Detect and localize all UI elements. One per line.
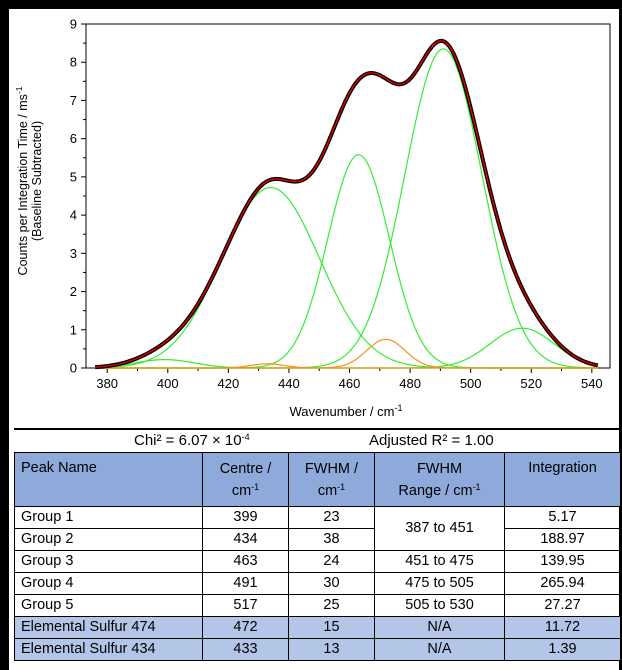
x-tick-label: 500 bbox=[460, 376, 482, 391]
y-tick-label: 3 bbox=[70, 246, 77, 261]
axes-layer: 380 400 420 440 460 480 500 520 540 0 1 2 3 4 5 6 7 8 9 bbox=[70, 17, 611, 391]
cell-range: N/A bbox=[374, 616, 505, 639]
table-row: Group 3 463 24 451 to 475 139.95 bbox=[14, 550, 621, 573]
y-tick-label: 9 bbox=[70, 17, 77, 32]
table-row: Group 1 399 23 387 to 451 5.17 bbox=[14, 506, 621, 551]
cell-name: Elemental Sulfur 474 bbox=[14, 616, 203, 639]
x-axis-label: Wavenumber / cm-1 bbox=[289, 403, 402, 419]
curves-layer bbox=[94, 38, 599, 370]
header-peak-name: Peak Name bbox=[14, 452, 203, 507]
x-tick-label: 540 bbox=[581, 376, 603, 391]
cell-name: Group 3 bbox=[14, 550, 203, 573]
cell-integration: 1.39 bbox=[504, 638, 621, 661]
chi-squared: Chi² = 6.07 × 10-4 bbox=[134, 432, 250, 449]
cell-range: 451 to 475 bbox=[374, 550, 505, 573]
component-peak bbox=[95, 363, 598, 369]
x-tick-label: 400 bbox=[157, 376, 179, 391]
cell-range: 505 to 530 bbox=[374, 594, 505, 617]
component-peak bbox=[95, 327, 598, 369]
cell-centre: 433 bbox=[202, 638, 289, 661]
y-tick-label: 1 bbox=[70, 322, 77, 337]
cell-fwhm: 15 bbox=[288, 616, 375, 639]
cell-centre: 491 bbox=[202, 572, 289, 595]
table-row: Group 2 434 38 188.97 bbox=[14, 528, 621, 551]
cell-name: Group 1 bbox=[14, 506, 203, 529]
cell-integration: 11.72 bbox=[504, 616, 621, 639]
fit-statistics: Chi² = 6.07 × 10-4 Adjusted R² = 1.00 bbox=[14, 428, 620, 455]
table-row: Elemental Sulfur 434 433 13 N/A 1.39 bbox=[14, 638, 621, 661]
y-tick-label: 6 bbox=[70, 131, 77, 146]
x-tick-label: 420 bbox=[218, 376, 240, 391]
header-centre: Centre / cm-1 bbox=[202, 452, 289, 507]
table-row: Elemental Sulfur 474 472 15 N/A 11.72 bbox=[14, 616, 621, 639]
spectrum-chart: 380 400 420 440 460 480 500 520 540 0 1 2 3 4 5 6 7 8 9 Wa… bbox=[14, 17, 611, 419]
cell-centre: 517 bbox=[202, 594, 289, 617]
header-fwhm-range: FWHM Range / cm-1 bbox=[374, 452, 505, 507]
table-row: Group 5 517 25 505 to 530 27.27 bbox=[14, 594, 621, 617]
cell-name: Group 5 bbox=[14, 594, 203, 617]
x-tick-label: 460 bbox=[339, 376, 361, 391]
cell-name: Group 4 bbox=[14, 572, 203, 595]
cell-integration: 188.97 bbox=[504, 528, 621, 551]
cell-range: 475 to 505 bbox=[374, 572, 505, 595]
y-tick-label: 0 bbox=[70, 361, 77, 376]
cell-fwhm: 13 bbox=[288, 638, 375, 661]
measured-spectrum bbox=[94, 38, 599, 370]
cell-centre: 434 bbox=[202, 528, 289, 551]
cell-integration: 27.27 bbox=[504, 594, 621, 617]
x-tick-label: 520 bbox=[520, 376, 542, 391]
cell-fwhm: 24 bbox=[288, 550, 375, 573]
cell-range: N/A bbox=[374, 638, 505, 661]
y-tick-label: 4 bbox=[70, 208, 77, 223]
peak-table: Peak Name Centre / cm-1 FWHM / cm-1 FWHM Ra… bbox=[14, 452, 621, 661]
cell-centre: 472 bbox=[202, 616, 289, 639]
cumulative-fit bbox=[95, 40, 599, 368]
cell-fwhm: 25 bbox=[288, 594, 375, 617]
header-fwhm: FWHM / cm-1 bbox=[288, 452, 375, 507]
y-tick-label: 5 bbox=[70, 169, 77, 184]
y-tick-label: 8 bbox=[70, 55, 77, 70]
component-peak bbox=[95, 186, 598, 369]
cell-integration: 265.94 bbox=[504, 572, 621, 595]
y-tick-label: 7 bbox=[70, 93, 77, 108]
header-integration: Integration bbox=[504, 452, 621, 507]
cell-fwhm: 30 bbox=[288, 572, 375, 595]
cell-name: Elemental Sulfur 434 bbox=[14, 638, 203, 661]
cell-centre: 399 bbox=[202, 506, 289, 529]
x-tick-label: 480 bbox=[399, 376, 421, 391]
cell-integration: 5.17 bbox=[504, 506, 621, 529]
cell-centre: 463 bbox=[202, 550, 289, 573]
y-axis-label-line2: (Baseline Subtracted) bbox=[30, 121, 44, 241]
cell-fwhm: 23 bbox=[288, 506, 375, 529]
y-axis-label: Counts per Integration Time / ms-1 bbox=[14, 86, 30, 275]
cell-integration: 139.95 bbox=[504, 550, 621, 573]
cell-fwhm: 38 bbox=[288, 528, 375, 551]
table-row: Group 4 491 30 475 to 505 265.94 bbox=[14, 572, 621, 595]
x-tick-label: 380 bbox=[96, 376, 118, 391]
table-header-row: Peak Name Centre / cm-1 FWHM / cm-1 FWHM Ra… bbox=[14, 452, 621, 507]
y-tick-label: 2 bbox=[70, 284, 77, 299]
adjusted-r-squared: Adjusted R² = 1.00 bbox=[369, 432, 494, 449]
cell-name: Group 2 bbox=[14, 528, 203, 551]
x-tick-label: 440 bbox=[278, 376, 300, 391]
cell-range-merged: 387 to 451 bbox=[374, 506, 505, 551]
